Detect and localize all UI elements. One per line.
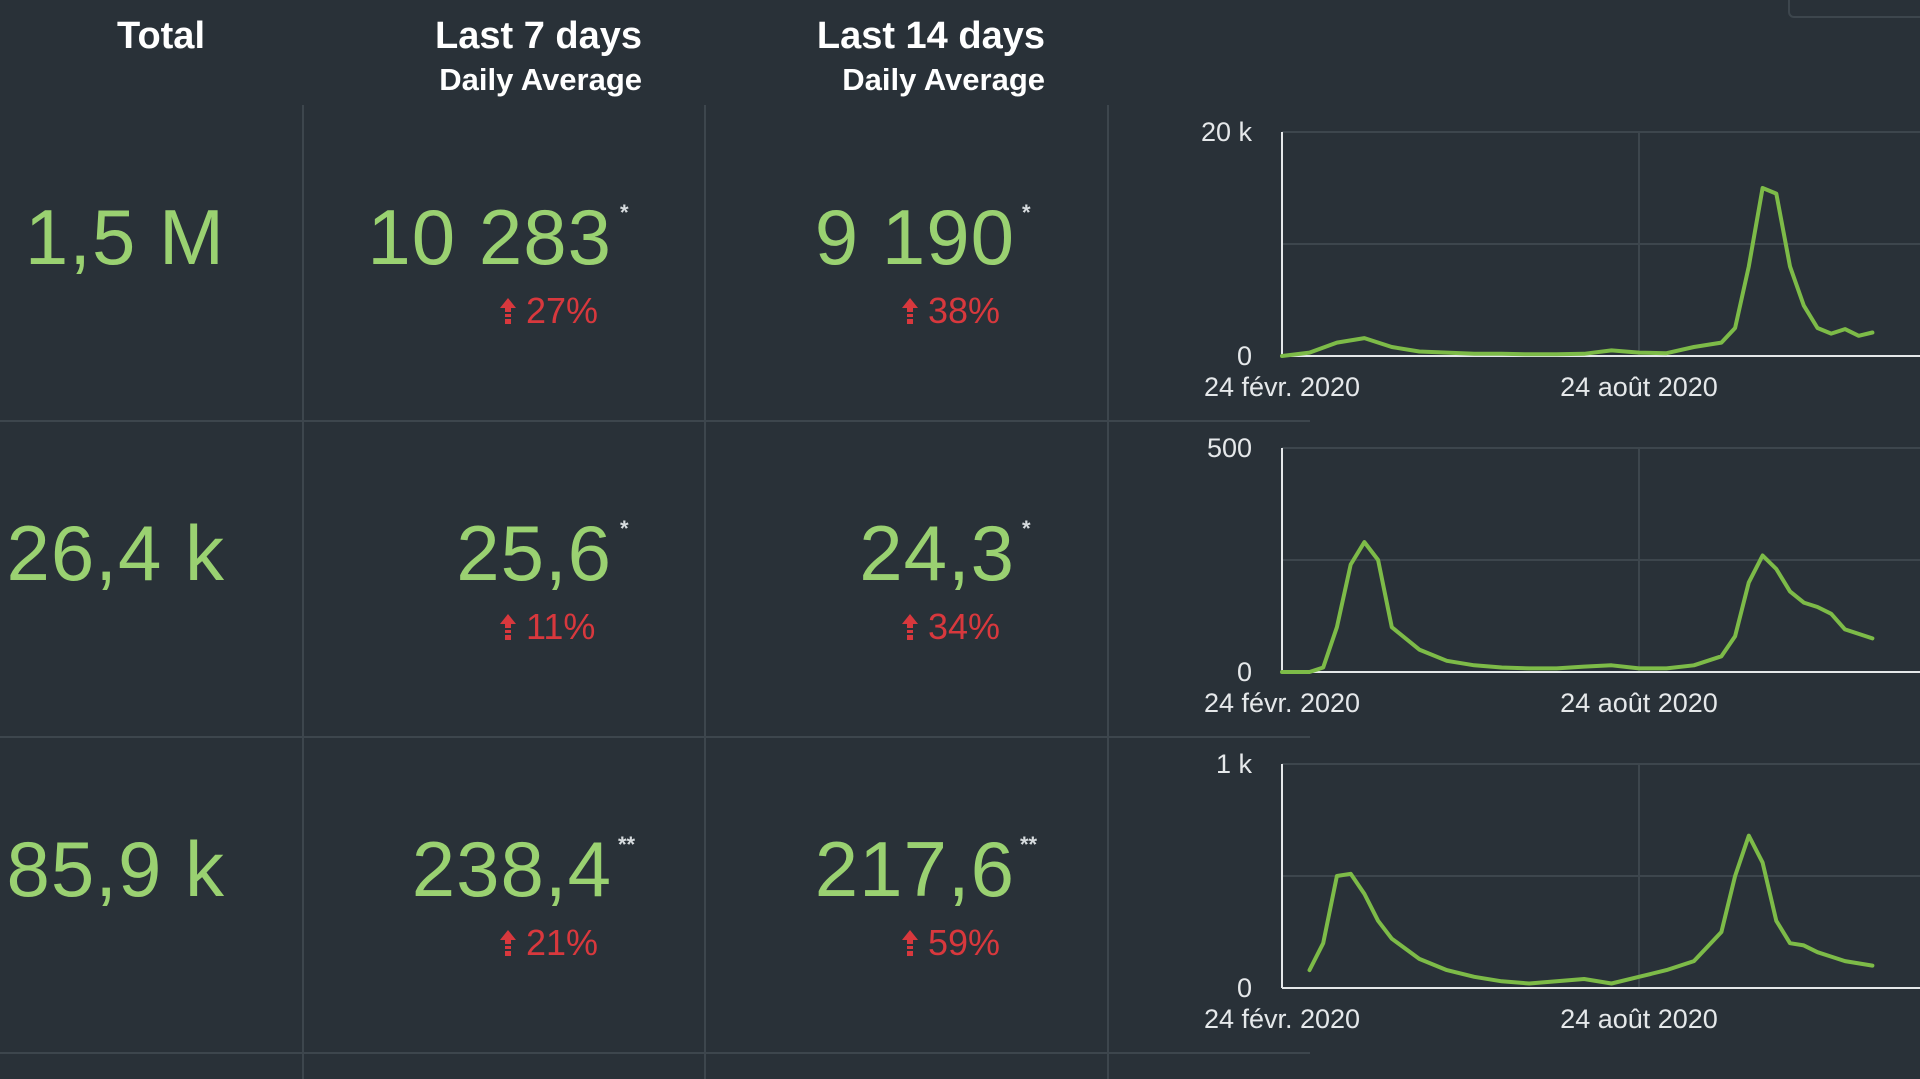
row-2-avg-14-days-footnote: * bbox=[1022, 516, 1031, 541]
row-2-change-7-days: 11% bbox=[500, 606, 595, 648]
y-tick-label: 0 bbox=[1237, 973, 1252, 1003]
row-2-avg-7-days-footnote: * bbox=[620, 516, 629, 541]
row-3-total: 85,9 k bbox=[6, 825, 225, 913]
arrow-up-icon bbox=[500, 298, 516, 324]
x-tick-label: 24 août 2020 bbox=[1560, 688, 1718, 718]
series-line bbox=[1280, 186, 1875, 358]
row-2-trend-chart: 500 024 févr. 2020 24 août 2020 bbox=[1204, 433, 1920, 718]
row-1-avg-7-days: 10 283 bbox=[367, 193, 612, 281]
header-last-7-days-title: Last 7 days bbox=[435, 15, 642, 57]
column-divider bbox=[704, 105, 706, 1079]
x-tick-label: 24 févr. 2020 bbox=[1204, 688, 1360, 718]
header-last-14-days: Last 14 days Daily Average bbox=[760, 14, 1045, 102]
row-1-total: 1,5 M bbox=[24, 193, 225, 281]
x-tick-label: 24 août 2020 bbox=[1560, 372, 1718, 402]
y-tick-label: 1 k bbox=[1216, 749, 1253, 779]
row-2-change-7-days-value: 11% bbox=[526, 606, 596, 647]
row-2-avg-7-days: 25,6 bbox=[456, 509, 612, 597]
row-3-change-7-days: 21% bbox=[500, 922, 598, 964]
row-1-change-14-days: 38% bbox=[902, 290, 1000, 332]
series-line bbox=[1280, 540, 1875, 674]
x-tick-label: 24 févr. 2020 bbox=[1204, 372, 1360, 402]
y-tick-label: 0 bbox=[1237, 341, 1252, 371]
row-1-change-14-days-value: 38% bbox=[928, 290, 1001, 331]
header-total-label: Total bbox=[117, 15, 205, 57]
row-3-avg-14-days-footnote: ** bbox=[1020, 832, 1038, 857]
row-1-change-7-days-value: 27% bbox=[526, 290, 599, 331]
top-right-control[interactable] bbox=[1788, 0, 1920, 18]
row-3-change-14-days-value: 59% bbox=[928, 922, 1001, 963]
row-3-avg-7-days: 238,4 bbox=[411, 825, 612, 913]
x-tick-label: 24 août 2020 bbox=[1560, 1004, 1718, 1034]
row-1-change-7-days: 27% bbox=[500, 290, 598, 332]
column-divider bbox=[302, 105, 304, 1079]
row-1-avg-14-days-footnote: * bbox=[1022, 200, 1031, 225]
row-1-avg-7-days-footnote: * bbox=[620, 200, 629, 225]
row-3-change-7-days-value: 21% bbox=[526, 922, 599, 963]
header-last-7-days-subtitle: Daily Average bbox=[439, 62, 642, 97]
row-2-total: 26,4 k bbox=[6, 509, 225, 597]
row-3-trend-chart: 1 k 024 févr. 2020 24 août 2020 bbox=[1204, 749, 1920, 1034]
arrow-up-icon bbox=[902, 298, 918, 324]
row-divider bbox=[0, 736, 1310, 738]
y-tick-label: 20 k bbox=[1201, 117, 1253, 147]
row-2-change-14-days: 34% bbox=[902, 606, 1000, 648]
row-3-avg-14-days: 217,6 bbox=[814, 825, 1015, 913]
arrow-up-icon bbox=[500, 930, 516, 956]
arrow-up-icon bbox=[902, 614, 918, 640]
y-tick-label: 500 bbox=[1207, 433, 1252, 463]
row-1-trend-chart: 20 k 024 févr. 2020 24 août 2020 bbox=[1201, 117, 1920, 402]
header-total: Total bbox=[60, 14, 205, 58]
row-1-avg-14-days: 9 190 bbox=[814, 193, 1015, 281]
row-2-avg-14-days: 24,3 bbox=[859, 509, 1015, 597]
arrow-up-icon bbox=[902, 930, 918, 956]
y-tick-label: 0 bbox=[1237, 657, 1252, 687]
row-3-avg-7-days-footnote: ** bbox=[618, 832, 636, 857]
header-last-14-days-title: Last 14 days bbox=[816, 15, 1045, 57]
header-last-14-days-subtitle: Daily Average bbox=[842, 62, 1045, 97]
header-last-7-days: Last 7 days Daily Average bbox=[360, 14, 642, 102]
x-tick-label: 24 févr. 2020 bbox=[1204, 1004, 1360, 1034]
series-line bbox=[1307, 833, 1875, 986]
row-2-change-14-days-value: 34% bbox=[928, 606, 1001, 647]
column-divider bbox=[1107, 105, 1109, 1079]
row-3-change-14-days: 59% bbox=[902, 922, 1000, 964]
arrow-up-icon bbox=[500, 614, 516, 640]
row-divider bbox=[0, 420, 1310, 422]
row-divider bbox=[0, 1052, 1310, 1054]
